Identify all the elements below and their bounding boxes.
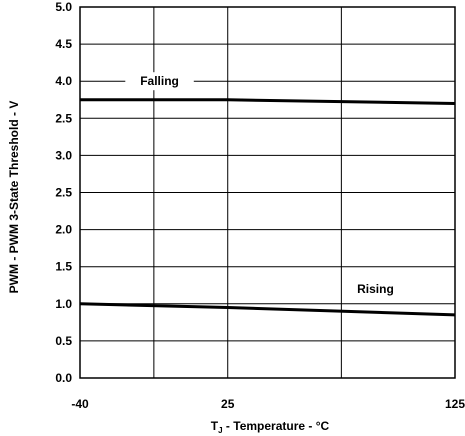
y-tick-label-3: 1.5 (55, 260, 72, 274)
x-axis-title-subscript: J (218, 426, 222, 435)
x-axis-title-main: T (211, 419, 219, 433)
x-tick-label-0: -40 (71, 397, 89, 411)
series-lines (79, 98, 456, 317)
y-tick-label-10: 5.0 (55, 0, 72, 14)
x-tick-labels: -40 25 125 (71, 397, 465, 411)
series-label-falling: Falling (140, 74, 179, 88)
series-label-rising: Rising (357, 282, 394, 296)
y-tick-label-2: 1.0 (55, 297, 72, 311)
series-label-bg-falling (125, 72, 194, 91)
x-tick-label-2: 125 (445, 397, 465, 411)
y-tick-label-4: 2.0 (55, 223, 72, 237)
series-line-falling (80, 98, 456, 105)
plot-frame (79, 6, 456, 379)
y-tick-label-9: 4.5 (55, 37, 72, 51)
y-tick-labels: 0.0 0.5 1.0 1.5 2.0 2.5 3.0 2.5 4.0 4.5 5.0 (55, 0, 72, 385)
y-tick-label-0: 0.0 (55, 371, 72, 385)
plot-border (79, 6, 456, 379)
y-axis-title: PWM - PWM 3-State Threshold - V (7, 101, 21, 294)
series-label-bg-rising (344, 279, 406, 298)
y-tick-label-7: 2.5 (55, 111, 72, 125)
x-tick-label-1: 25 (221, 397, 235, 411)
y-tick-label-5: 2.5 (55, 186, 72, 200)
y-tick-label-8: 4.0 (55, 74, 72, 88)
grid (79, 6, 456, 379)
x-axis-title-rest: - Temperature - °C (223, 419, 330, 433)
series-line-rising (79, 302, 456, 317)
y-tick-label-1: 0.5 (55, 334, 72, 348)
y-tick-label-6: 3.0 (55, 148, 72, 162)
x-axis-title: TJ - Temperature - °C (211, 419, 330, 435)
series-labels: Falling Rising (125, 72, 406, 298)
